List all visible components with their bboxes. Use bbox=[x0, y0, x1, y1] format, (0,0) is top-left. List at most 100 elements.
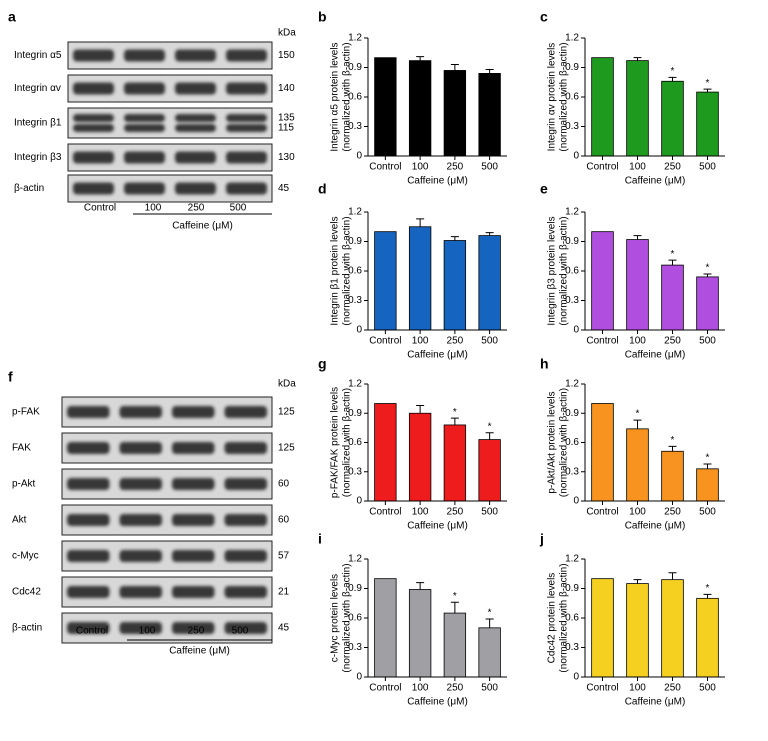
bar bbox=[696, 597, 719, 678]
y-tick-label: 0.3 bbox=[348, 121, 362, 132]
bar bbox=[478, 627, 501, 678]
x-tick-label: 500 bbox=[699, 162, 716, 173]
blot-band bbox=[73, 151, 114, 164]
panel-letter: b bbox=[318, 9, 327, 25]
significance: * bbox=[488, 421, 492, 432]
blot-band bbox=[67, 406, 110, 418]
blot-band bbox=[67, 514, 110, 526]
blot-band bbox=[119, 550, 162, 562]
x-tick-label: 250 bbox=[447, 162, 464, 173]
error-bar bbox=[668, 76, 677, 82]
bar bbox=[443, 240, 467, 331]
blot-band bbox=[172, 406, 215, 418]
significance: * bbox=[453, 407, 457, 418]
y-tick-label: 0.9 bbox=[348, 62, 362, 73]
blot-band bbox=[175, 114, 216, 122]
x-tick-label: Control bbox=[586, 683, 618, 694]
significance: * bbox=[636, 409, 640, 420]
error-bar bbox=[485, 432, 494, 440]
blot-band bbox=[67, 622, 110, 634]
bar bbox=[591, 231, 614, 331]
y-axis-label: p-FAK/FAK protein levels bbox=[330, 387, 341, 498]
x-tick-label: 500 bbox=[699, 507, 716, 518]
blot-band bbox=[119, 586, 162, 598]
y-tick-label: 0 bbox=[356, 672, 362, 683]
y-tick-label: 1.2 bbox=[348, 554, 362, 565]
x-tick-label: Control bbox=[369, 683, 401, 694]
blot-band bbox=[124, 82, 165, 95]
kda-label: 125 bbox=[278, 407, 295, 418]
y-tick-label: 0.3 bbox=[348, 466, 362, 477]
blot-band bbox=[73, 49, 114, 62]
y-tick-label: 0.9 bbox=[348, 408, 362, 419]
error-bar bbox=[668, 572, 677, 580]
blot-band bbox=[175, 82, 216, 95]
y-axis-label: (normalized with β-actin) bbox=[559, 216, 570, 325]
y-tick-label: 0 bbox=[356, 151, 362, 162]
bar bbox=[443, 70, 467, 157]
x-tick-label: 250 bbox=[447, 507, 464, 518]
y-tick-label: 1.2 bbox=[565, 379, 579, 390]
blot-band bbox=[119, 622, 162, 634]
blot-band bbox=[224, 514, 267, 526]
bar bbox=[443, 612, 467, 678]
y-tick-label: 0.6 bbox=[348, 266, 362, 277]
error-bar bbox=[703, 273, 712, 277]
blot-band bbox=[73, 82, 114, 95]
x-tick-label: 250 bbox=[447, 683, 464, 694]
y-axis-label: (normalized with β-actin) bbox=[342, 388, 353, 497]
bar bbox=[478, 235, 501, 331]
bar bbox=[374, 231, 397, 331]
y-tick-label: 0 bbox=[573, 496, 579, 507]
bar bbox=[591, 57, 614, 157]
y-tick-label: 1.2 bbox=[348, 379, 362, 390]
blot-band bbox=[175, 182, 216, 195]
y-tick-label: 1.2 bbox=[565, 554, 579, 565]
bar bbox=[591, 578, 614, 678]
y-tick-label: 0.6 bbox=[348, 613, 362, 624]
bar bbox=[443, 424, 467, 502]
blot-row-label: Integrin α5 bbox=[14, 50, 62, 61]
blot-row-label: Akt bbox=[12, 515, 27, 526]
y-axis-label: (normalized with β-actin) bbox=[342, 563, 353, 672]
y-tick-label: 0.6 bbox=[348, 92, 362, 103]
blot-band bbox=[224, 622, 267, 634]
blot-band bbox=[226, 124, 267, 132]
y-tick-label: 0.3 bbox=[348, 642, 362, 653]
panel-letter: g bbox=[318, 356, 327, 372]
bar bbox=[374, 57, 397, 157]
y-axis-label: c-Myc protein levels bbox=[330, 574, 341, 662]
y-tick-label: 0.9 bbox=[348, 236, 362, 247]
blot-band bbox=[67, 442, 110, 454]
x-tick-label: 250 bbox=[664, 683, 681, 694]
x-tick-label: Control bbox=[586, 162, 618, 173]
x-tick-label: Control bbox=[369, 162, 401, 173]
x-tick-label: 250 bbox=[664, 507, 681, 518]
x-tick-label: 250 bbox=[664, 162, 681, 173]
x-tick-label: Control bbox=[369, 507, 401, 518]
lane-label: Control bbox=[84, 203, 116, 214]
blot-band bbox=[124, 151, 165, 164]
x-tick-label: 500 bbox=[699, 336, 716, 347]
blot-band bbox=[67, 478, 110, 490]
significance: * bbox=[706, 263, 710, 274]
error-bar bbox=[485, 232, 494, 236]
lane-label: 250 bbox=[188, 203, 205, 214]
y-tick-label: 0.6 bbox=[565, 266, 579, 277]
y-tick-label: 0.6 bbox=[565, 92, 579, 103]
bar bbox=[626, 239, 649, 331]
y-axis-label: (normalized with β-actin) bbox=[342, 42, 353, 151]
y-tick-label: 0 bbox=[356, 325, 362, 336]
bar bbox=[374, 578, 397, 678]
x-tick-label: Control bbox=[586, 336, 618, 347]
blot-band bbox=[172, 514, 215, 526]
x-axis-label: Caffeine (μM) bbox=[625, 521, 686, 532]
blot-band bbox=[175, 151, 216, 164]
y-tick-label: 0 bbox=[573, 325, 579, 336]
blot-band bbox=[226, 82, 267, 95]
y-tick-label: 0.6 bbox=[565, 437, 579, 448]
kda-label: 115 bbox=[278, 123, 294, 134]
panel-letter: e bbox=[540, 181, 548, 197]
y-axis-label: Integrin β1 protein levels bbox=[330, 216, 341, 325]
x-tick-label: 100 bbox=[629, 683, 646, 694]
